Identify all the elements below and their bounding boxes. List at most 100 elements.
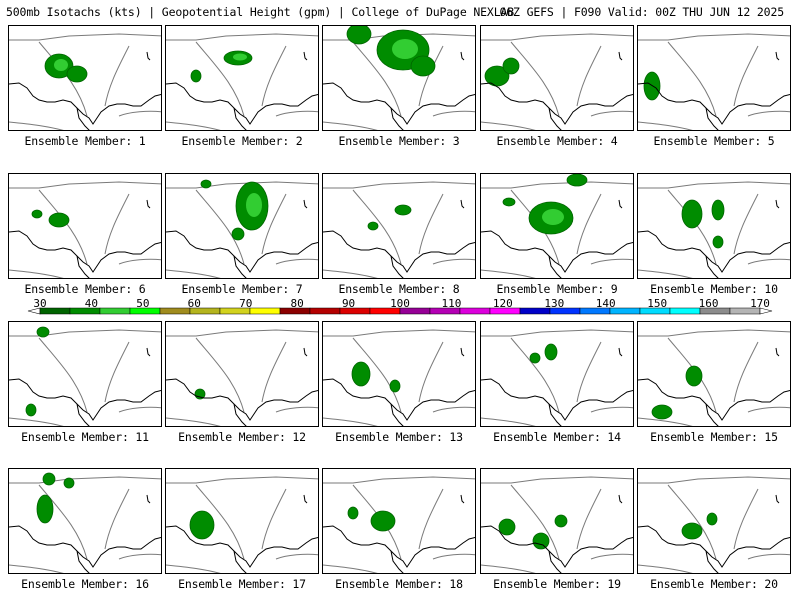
isotach-core (392, 39, 418, 59)
isotach-area (544, 343, 558, 361)
height-contour (481, 476, 633, 484)
member-map (481, 476, 633, 573)
height-contour (323, 417, 378, 426)
isotach-core (542, 209, 564, 225)
ensemble-member-label: Ensemble Member: 17 (178, 577, 306, 591)
colorbar-swatch (669, 307, 701, 315)
isotach-area (711, 199, 725, 221)
height-contour (166, 269, 221, 278)
height-contour (9, 329, 161, 337)
coastline (705, 403, 719, 426)
isotach-area (389, 379, 401, 393)
coastline (390, 403, 404, 426)
height-contour (638, 329, 790, 337)
coastline (233, 107, 247, 130)
member-map (9, 326, 161, 426)
member-map (166, 329, 318, 426)
member-map (9, 472, 161, 573)
height-contour (576, 45, 602, 107)
height-contour (481, 417, 536, 426)
height-contour (638, 33, 790, 41)
island-outline (775, 347, 780, 357)
ensemble-member-label: Ensemble Member: 14 (493, 430, 621, 444)
height-contour (261, 45, 287, 107)
ensemble-member-label: Ensemble Member: 8 (338, 282, 460, 296)
coastline (323, 230, 475, 273)
height-contour (418, 193, 444, 255)
height-contour (166, 417, 221, 426)
colorbar-swatch (249, 307, 281, 315)
member-map (481, 329, 633, 426)
member-map (638, 329, 790, 426)
island-outline (460, 199, 465, 209)
isotach-area (189, 510, 215, 540)
ensemble-member-label: Ensemble Member: 10 (650, 282, 778, 296)
coastline (323, 82, 475, 125)
ensemble-member-label: Ensemble Member: 3 (338, 134, 460, 148)
height-contour (104, 193, 130, 255)
coastline (233, 255, 247, 278)
isotach-area (31, 209, 43, 219)
ensemble-member-panel (637, 321, 791, 427)
ensemble-member-label: Ensemble Member: 6 (24, 282, 146, 296)
ensemble-member-label: Ensemble Member: 19 (493, 577, 621, 591)
member-map (166, 33, 318, 130)
coastline (9, 230, 161, 273)
coastline (481, 230, 633, 273)
height-contour (166, 121, 221, 130)
ensemble-member-panel (165, 321, 319, 427)
height-contour (432, 110, 475, 117)
height-contour (323, 329, 475, 337)
isotach-area (566, 174, 588, 187)
ensemble-member-label: Ensemble Member: 13 (335, 430, 463, 444)
coastline (76, 403, 90, 426)
isotach-area (651, 404, 673, 420)
height-contour (352, 41, 402, 117)
coastline (638, 230, 790, 273)
height-contour (9, 121, 64, 130)
ensemble-member-panel (8, 468, 162, 574)
coastline (390, 550, 404, 573)
island-outline (618, 494, 623, 504)
height-contour (638, 476, 790, 484)
height-contour (576, 488, 602, 550)
height-contour (747, 553, 790, 560)
height-contour (323, 564, 378, 573)
colorbar-tick-label: 60 (187, 297, 201, 310)
isotach-colorbar (27, 307, 773, 315)
colorbar-tick-label: 40 (84, 297, 99, 310)
isotach-area (484, 65, 510, 87)
height-contour (104, 341, 130, 403)
height-contour (166, 476, 318, 484)
coastline (390, 255, 404, 278)
ensemble-member-panel (322, 321, 476, 427)
isotach-core (246, 193, 262, 217)
island-outline (775, 494, 780, 504)
ensemble-member-panel (322, 173, 476, 279)
colorbar-tick-label: 110 (441, 297, 462, 310)
height-contour (481, 329, 633, 337)
island-outline (303, 494, 308, 504)
height-contour (166, 329, 318, 337)
member-map (323, 476, 475, 573)
coastline (233, 403, 247, 426)
isotach-area (351, 361, 371, 387)
member-map (638, 33, 790, 130)
height-contour (418, 488, 444, 550)
island-outline (146, 494, 151, 504)
colorbar-swatch (459, 307, 491, 315)
island-outline (618, 51, 623, 61)
height-contour (432, 258, 475, 265)
height-contour (118, 258, 161, 265)
coastline (638, 82, 790, 125)
colorbar-swatch (159, 307, 191, 315)
isotach-area (66, 65, 88, 83)
ensemble-member-panel (8, 321, 162, 427)
ensemble-member-panel (322, 468, 476, 574)
height-contour (9, 181, 161, 189)
coastline (9, 525, 161, 568)
height-contour (195, 189, 245, 265)
ensemble-member-label: Ensemble Member: 11 (21, 430, 149, 444)
height-contour (510, 41, 560, 117)
isotach-area (190, 69, 202, 83)
